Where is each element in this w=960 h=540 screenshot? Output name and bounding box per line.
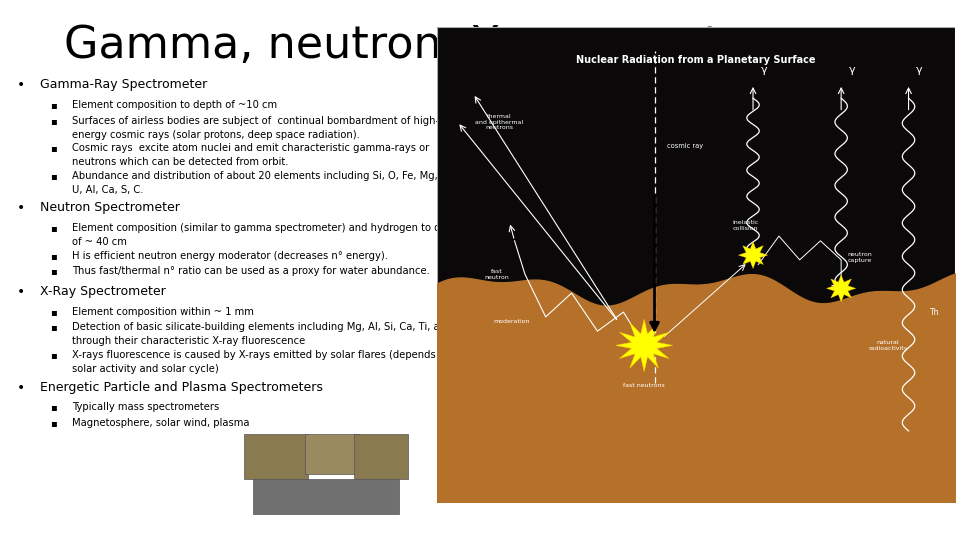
Text: X-Ray Spectrometer: X-Ray Spectrometer xyxy=(40,285,166,298)
Text: Element composition within ~ 1 mm: Element composition within ~ 1 mm xyxy=(72,307,253,317)
Text: Typically mass spectrometers: Typically mass spectrometers xyxy=(72,402,219,413)
Bar xyxy=(253,479,399,514)
Text: cosmic ray: cosmic ray xyxy=(667,143,704,149)
Text: Cosmic rays  excite atom nuclei and emit characteristic gamma-rays or: Cosmic rays excite atom nuclei and emit … xyxy=(72,143,429,153)
Text: •: • xyxy=(17,285,26,299)
Text: ▪: ▪ xyxy=(50,402,57,413)
Text: fast neutrons: fast neutrons xyxy=(623,383,665,388)
Text: U, Al, Ca, S, C.: U, Al, Ca, S, C. xyxy=(72,185,143,195)
Text: natural
radioactivity: natural radioactivity xyxy=(868,340,907,351)
Text: of ~ 40 cm: of ~ 40 cm xyxy=(72,237,127,247)
Bar xyxy=(244,434,308,479)
Text: ▪: ▪ xyxy=(50,307,57,317)
Text: moderation: moderation xyxy=(493,319,530,324)
Text: Energetic Particle and Plasma Spectrometers: Energetic Particle and Plasma Spectromet… xyxy=(40,381,324,394)
Text: X-rays fluorescence is caused by X-rays emitted by solar flares (depends on: X-rays fluorescence is caused by X-rays … xyxy=(72,350,451,360)
Text: solar activity and solar cycle): solar activity and solar cycle) xyxy=(72,364,219,374)
Polygon shape xyxy=(615,319,673,372)
Text: ▪: ▪ xyxy=(50,223,57,233)
Text: Detection of basic silicate-building elements including Mg, Al, Si, Ca, Ti, and : Detection of basic silicate-building ele… xyxy=(72,322,467,333)
Text: •: • xyxy=(17,78,26,92)
Text: ▪: ▪ xyxy=(50,350,57,360)
Text: neutrons which can be detected from orbit.: neutrons which can be detected from orbi… xyxy=(72,157,289,167)
Text: Th: Th xyxy=(929,308,939,316)
Text: •: • xyxy=(17,201,26,215)
Text: Surfaces of airless bodies are subject of  continual bombardment of high-: Surfaces of airless bodies are subject o… xyxy=(72,116,439,126)
Text: inelastic
collision: inelastic collision xyxy=(732,220,758,231)
Text: ▪: ▪ xyxy=(50,266,57,276)
Text: γ: γ xyxy=(761,65,767,75)
Bar xyxy=(353,434,409,479)
Bar xyxy=(304,434,359,474)
Text: Magnetosphere, solar wind, plasma: Magnetosphere, solar wind, plasma xyxy=(72,418,250,428)
Text: ▪: ▪ xyxy=(50,116,57,126)
Text: Abundance and distribution of about 20 elements including Si, O, Fe, Mg, K, Th,: Abundance and distribution of about 20 e… xyxy=(72,171,469,181)
Text: energy cosmic rays (solar protons, deep space radiation).: energy cosmic rays (solar protons, deep … xyxy=(72,130,360,140)
Text: Thus fast/thermal n° ratio can be used as a proxy for water abundance.: Thus fast/thermal n° ratio can be used a… xyxy=(72,266,430,276)
Text: Element composition to depth of ~10 cm: Element composition to depth of ~10 cm xyxy=(72,100,277,110)
Text: ▪: ▪ xyxy=(50,100,57,110)
Text: γ: γ xyxy=(849,65,855,75)
Text: through their characteristic X-ray fluorescence: through their characteristic X-ray fluor… xyxy=(72,336,305,347)
Text: ▪: ▪ xyxy=(50,143,57,153)
Text: Gamma, neutron, X-ray spectroscopy: Gamma, neutron, X-ray spectroscopy xyxy=(64,24,896,68)
Text: Gamma-Ray Spectrometer: Gamma-Ray Spectrometer xyxy=(40,78,207,91)
Text: ▪: ▪ xyxy=(50,171,57,181)
Polygon shape xyxy=(827,275,855,302)
Text: Element composition (similar to gamma spectrometer) and hydrogen to depth: Element composition (similar to gamma sp… xyxy=(72,223,463,233)
Text: fast
neutron: fast neutron xyxy=(484,269,509,280)
Text: Nuclear Radiation from a Planetary Surface: Nuclear Radiation from a Planetary Surfa… xyxy=(576,55,816,65)
Text: ▪: ▪ xyxy=(50,251,57,261)
Text: neutron
capture: neutron capture xyxy=(847,252,872,263)
Text: •: • xyxy=(17,381,26,395)
Text: ▪: ▪ xyxy=(50,418,57,428)
Text: H is efficient neutron energy moderator (decreases n° energy).: H is efficient neutron energy moderator … xyxy=(72,251,388,261)
Text: thermal
and epithermal
neutrons: thermal and epithermal neutrons xyxy=(475,114,523,130)
Text: γ: γ xyxy=(917,65,923,75)
Polygon shape xyxy=(738,242,768,268)
Text: ▪: ▪ xyxy=(50,322,57,333)
Text: Neutron Spectrometer: Neutron Spectrometer xyxy=(40,201,180,214)
